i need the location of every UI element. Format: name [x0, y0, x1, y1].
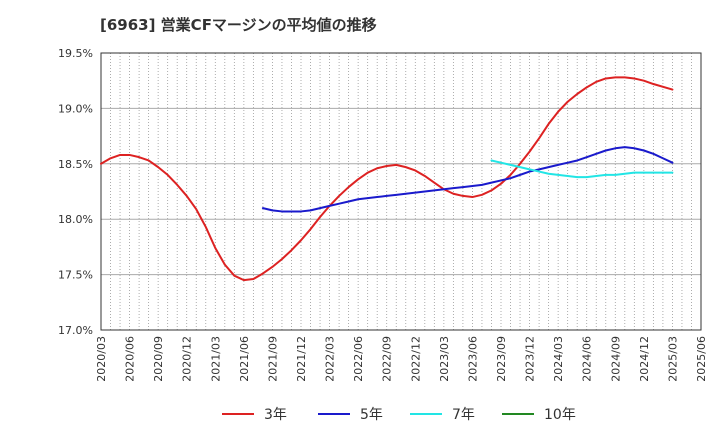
y-tick-label: 17.0%: [58, 324, 93, 337]
x-tick-label: 2023/03: [438, 336, 451, 382]
legend-label: 10年: [544, 407, 576, 423]
y-tick-label: 18.0%: [58, 213, 93, 226]
legend: 3年 5年 7年 10年: [0, 402, 720, 426]
x-tick-label: 2025/06: [695, 336, 708, 382]
series-line-2: [261, 146, 674, 213]
x-tick-label: 2020/09: [152, 336, 165, 382]
x-tick-label: 2025/03: [666, 336, 679, 382]
legend-swatch: [222, 413, 254, 415]
x-tick-label: 2023/09: [495, 336, 508, 382]
legend-label: 7年: [452, 407, 475, 423]
series-line-3: [490, 159, 674, 179]
x-tick-label: 2024/03: [552, 336, 565, 382]
legend-item: 5年: [318, 402, 383, 426]
plot-area: [101, 53, 701, 330]
x-tick-label: 2020/06: [124, 336, 137, 382]
y-tick-label: 19.0%: [58, 102, 93, 115]
x-tick-label: 2020/12: [181, 336, 194, 382]
chart-title: [6963] 営業CFマージンの平均値の推移: [100, 16, 377, 34]
legend-item: 10年: [502, 402, 576, 426]
x-tick-label: 2024/09: [609, 336, 622, 382]
series-line-1: [100, 76, 674, 282]
legend-label: 3年: [264, 407, 287, 423]
legend-label: 5年: [360, 407, 383, 423]
y-tick-label: 18.5%: [58, 158, 93, 171]
legend-swatch: [410, 413, 442, 415]
x-tick-label: 2022/12: [409, 336, 422, 382]
x-tick-label: 2024/06: [581, 336, 594, 382]
x-tick-label: 2024/12: [638, 336, 651, 382]
x-tick-label: 2021/12: [295, 336, 308, 382]
x-tick-label: 2021/09: [266, 336, 279, 382]
x-tick-label: 2023/12: [524, 336, 537, 382]
legend-item: 7年: [410, 402, 475, 426]
x-tick-label: 2022/06: [352, 336, 365, 382]
x-tick-label: 2021/06: [238, 336, 251, 382]
plot-frame: [100, 52, 702, 331]
x-tick-label: 2022/03: [324, 336, 337, 382]
y-tick-label: 17.5%: [58, 269, 93, 282]
legend-swatch: [318, 413, 350, 415]
x-tick-label: 2020/03: [95, 336, 108, 382]
legend-item: 3年: [222, 402, 287, 426]
legend-swatch: [502, 413, 534, 415]
x-tick-label: 2021/03: [209, 336, 222, 382]
x-tick-label: 2022/09: [381, 336, 394, 382]
x-tick-label: 2023/06: [466, 336, 479, 382]
y-tick-label: 19.5%: [58, 47, 93, 60]
